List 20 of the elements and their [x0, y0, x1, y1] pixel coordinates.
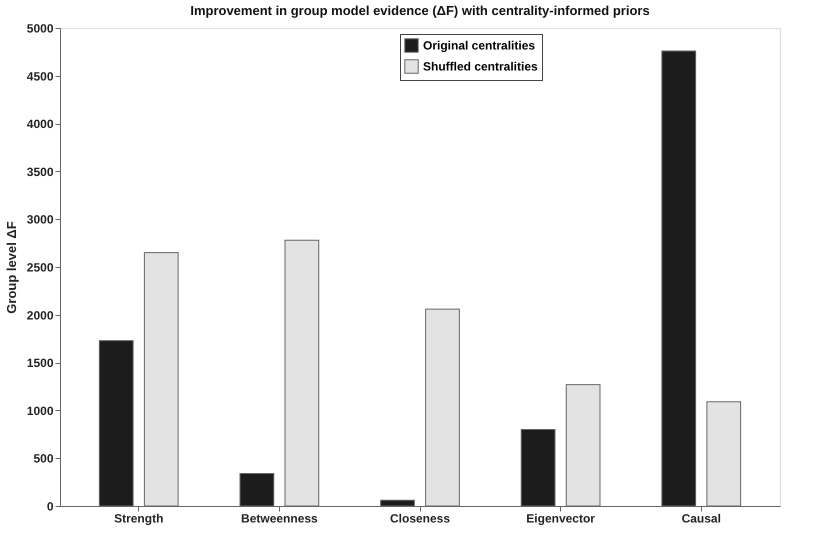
legend-label: Shuffled centralities	[423, 60, 538, 74]
x-tick-label: Strength	[114, 512, 164, 526]
x-tick-label: Betweenness	[241, 512, 318, 526]
y-tick-label: 5000	[26, 22, 54, 36]
x-tick-label: Eigenvector	[526, 512, 596, 526]
y-axis-title: Group level ΔF	[4, 221, 19, 314]
x-tick-label: Closeness	[390, 512, 450, 526]
chart-title: Improvement in group model evidence (ΔF) with centrality-informed priors	[190, 3, 650, 18]
y-tick-label: 0	[46, 500, 54, 514]
y-tick-label: 500	[33, 452, 54, 466]
y-tick-label: 3500	[26, 164, 54, 179]
legend-label: Original centralities	[423, 38, 536, 52]
y-tick-label: 3000	[26, 212, 54, 227]
y-tick-label: 4000	[26, 117, 54, 132]
x-tick-label: Causal	[682, 512, 721, 526]
y-tick-label: 1000	[26, 404, 54, 418]
y-tick-label: 2500	[26, 260, 54, 274]
y-tick-label: 1500	[26, 356, 54, 370]
y-tick-label: 2000	[26, 308, 54, 322]
y-tick-label: 4500	[26, 69, 54, 84]
